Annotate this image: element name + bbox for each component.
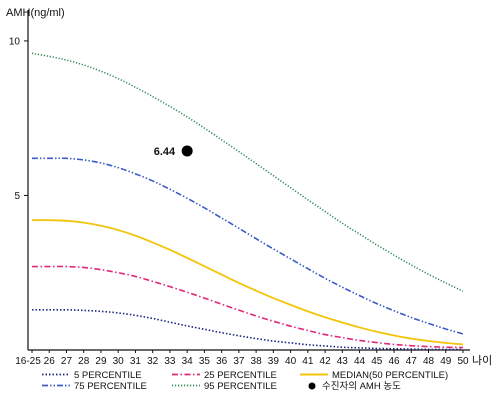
series-line-95-percentile: [31, 52, 464, 292]
x-tick-label: 30: [113, 356, 125, 367]
legend-label: MEDIAN(50 PERCENTILE): [332, 370, 448, 381]
x-tick-label: 32: [147, 356, 159, 367]
series-lines: [31, 52, 464, 351]
x-tick-label: 39: [268, 356, 280, 367]
legend-label: 95 PERCENTILE: [204, 381, 277, 392]
x-tick-label: 47: [406, 356, 418, 367]
series-line-median-50-percentile: [31, 219, 464, 346]
x-tick-label: 29: [95, 356, 107, 367]
legend-label: 수진자의 AMH 농도: [322, 381, 401, 392]
patient-amh-value-label: 6.44: [154, 146, 176, 158]
patient-amh-point: [181, 145, 193, 157]
x-tick-label: 46: [388, 356, 400, 367]
series-line-5-percentile: [32, 308, 463, 351]
x-tick-label: 26: [44, 356, 56, 367]
x-tick-label: 37: [233, 356, 245, 367]
series-line-75-percentile: [31, 157, 464, 335]
x-ticks: 16-25 26 27 28 29 30 31 32 33 34 35 36 37 38 39 40 41 42 4…: [15, 350, 469, 367]
x-tick-label: 41: [302, 356, 314, 367]
x-tick-label: 45: [371, 356, 383, 367]
x-axis-title: 나이: [472, 354, 492, 367]
x-tick-label: 36: [216, 356, 228, 367]
legend-point-marker: [308, 382, 316, 390]
y-tick-label: 10: [9, 36, 21, 47]
x-tick-label: 49: [440, 356, 452, 367]
axes: AMH(ng/ml) 나이: [6, 7, 492, 367]
x-tick-label: 50: [457, 356, 469, 367]
legend-label: 25 PERCENTILE: [204, 370, 277, 381]
x-tick-label: 28: [78, 356, 90, 367]
legend: 5 PERCENTILE 25 PERCENTILE MEDIAN(50 PERCE…: [42, 370, 448, 392]
x-tick-label: 44: [354, 356, 366, 367]
x-tick-label: 34: [182, 356, 194, 367]
x-tick-label: 35: [199, 356, 211, 367]
x-tick-label: 43: [337, 356, 349, 367]
x-tick-label: 33: [164, 356, 176, 367]
x-tick-label: 31: [130, 356, 142, 367]
x-tick-label: 42: [320, 356, 332, 367]
legend-label: 5 PERCENTILE: [74, 370, 142, 381]
patient-point-group: 6.44: [154, 145, 193, 158]
x-tick-label: 48: [423, 356, 435, 367]
x-tick-label: 27: [61, 356, 73, 367]
y-axis-title: AMH(ng/ml): [6, 7, 65, 19]
series-line-25-percentile: [32, 265, 464, 349]
y-tick-label: 5: [14, 191, 20, 202]
x-tick-label: 16-25: [15, 356, 41, 367]
legend-label: 75 PERCENTILE: [74, 381, 147, 392]
y-ticks: 5 10: [9, 36, 28, 202]
x-tick-label: 40: [285, 356, 297, 367]
x-tick-label: 38: [251, 356, 263, 367]
